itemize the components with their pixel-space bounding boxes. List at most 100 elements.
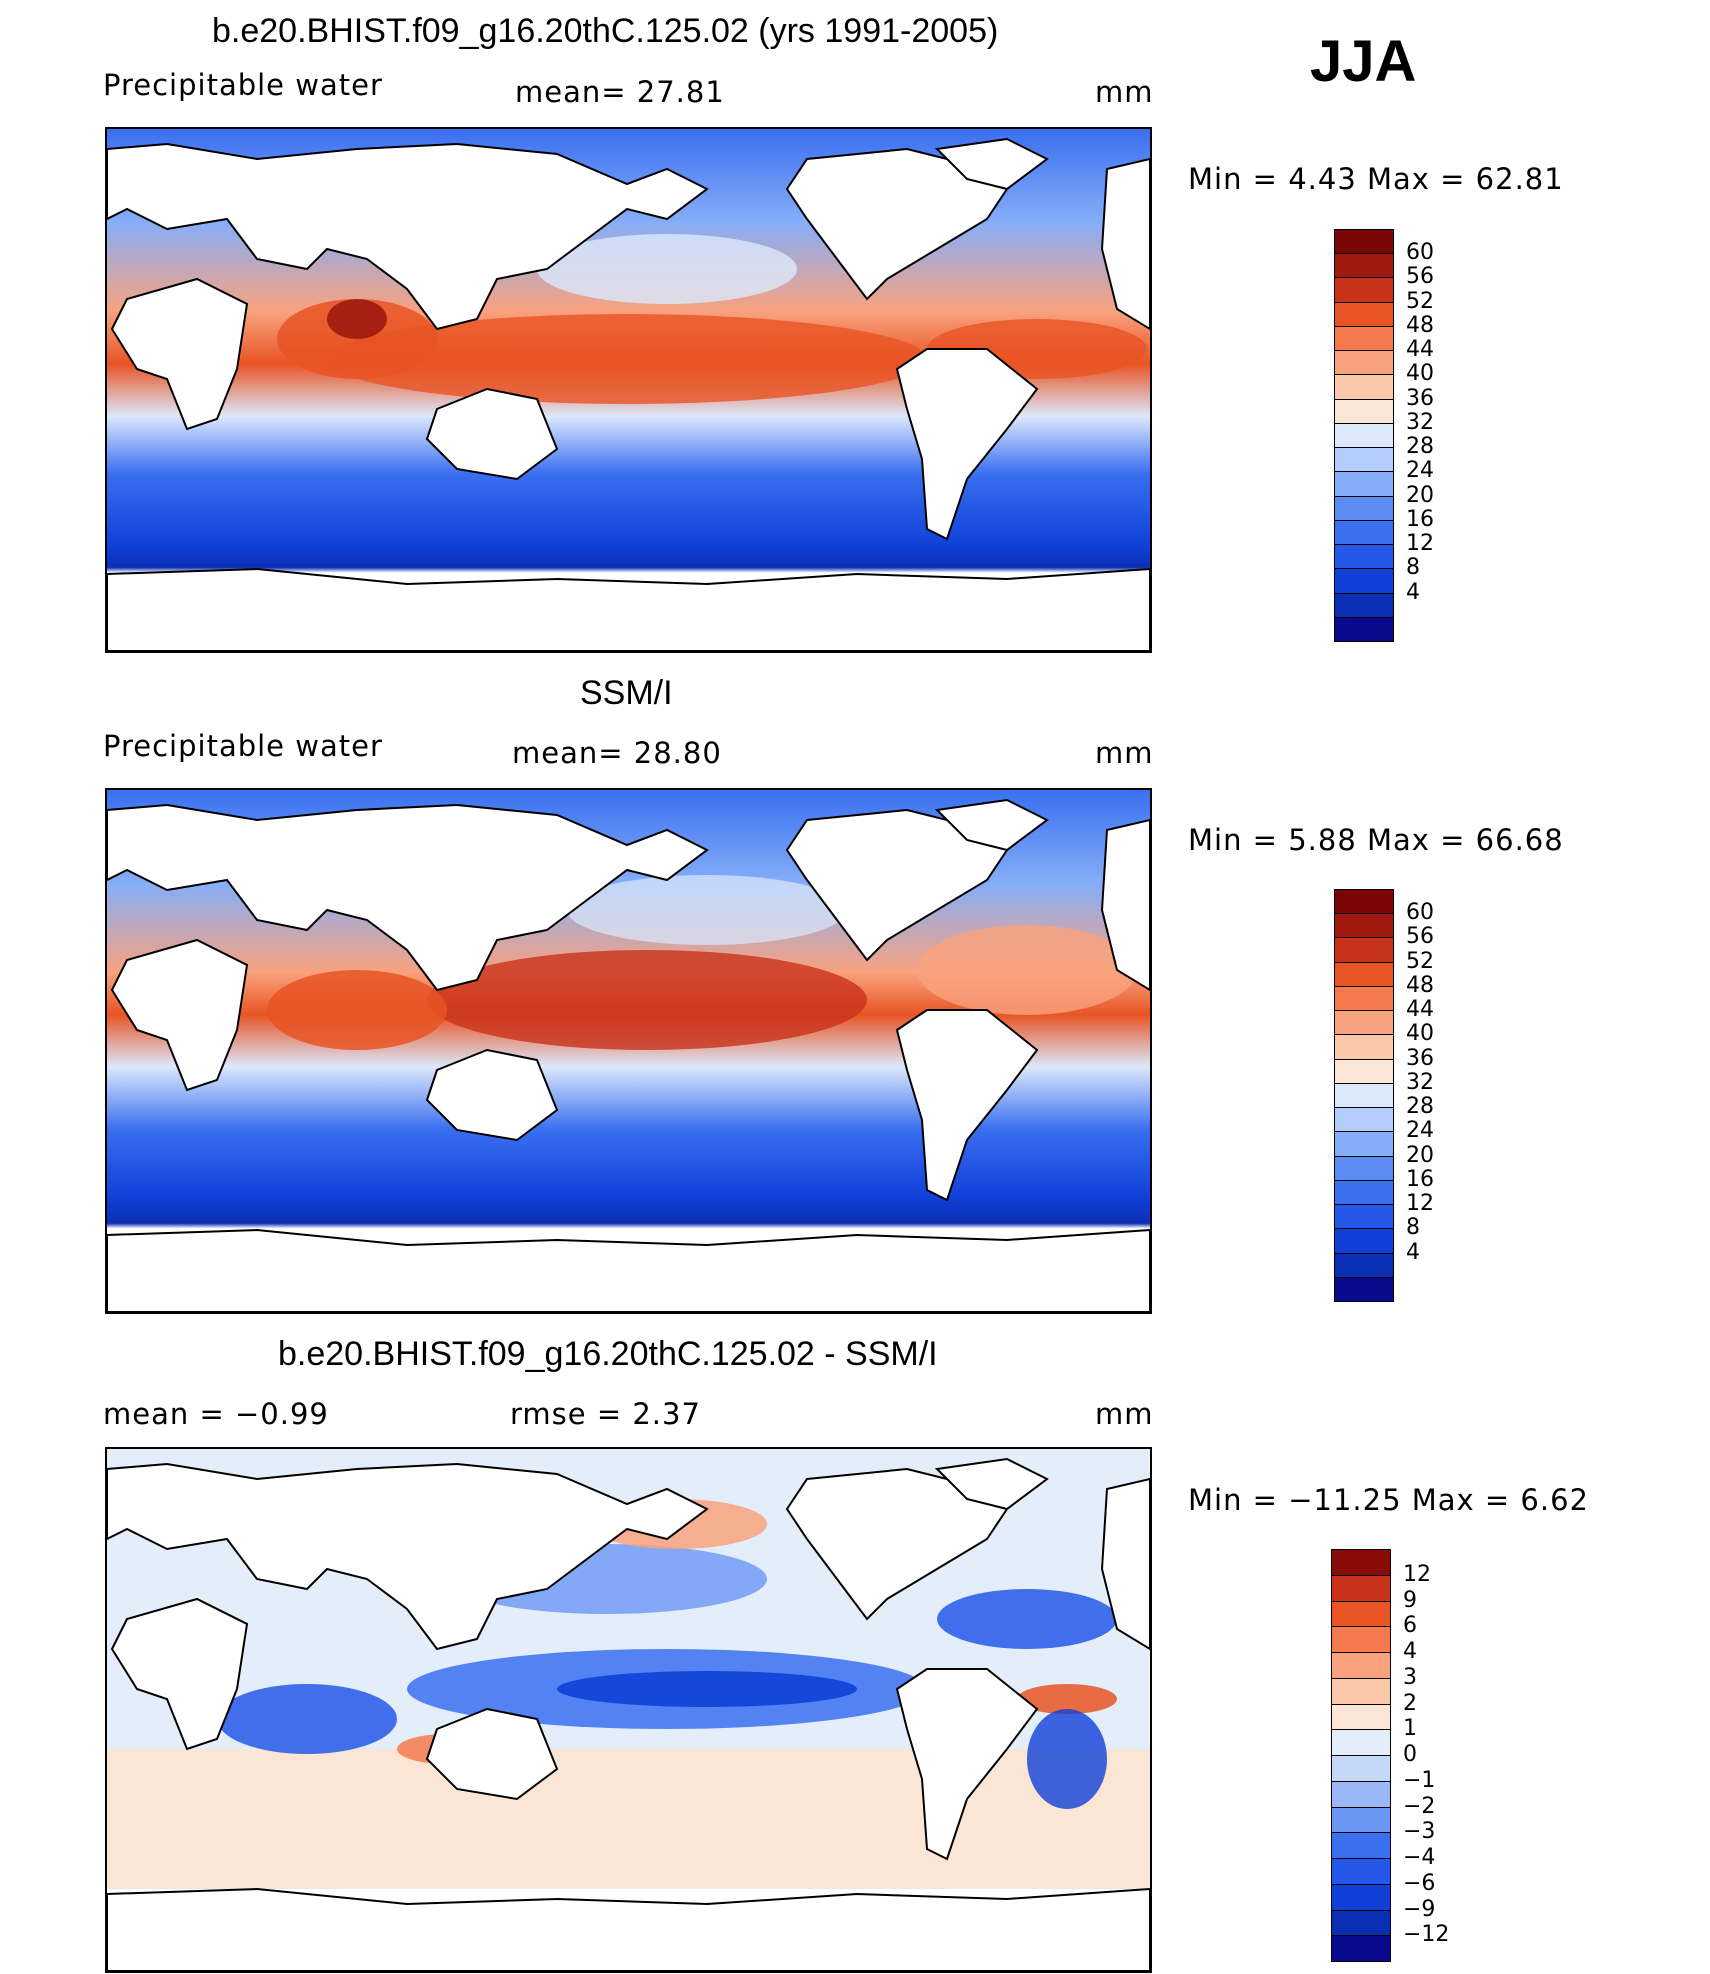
colorbar-tick-label: 32 xyxy=(1406,409,1434,435)
colorbar-swatch xyxy=(1334,1082,1394,1109)
colorbar-tick-label: 28 xyxy=(1406,434,1434,460)
colorbar-tick-label: 4 xyxy=(1403,1639,1417,1664)
colorbar-swatch xyxy=(1334,1179,1394,1206)
colorbar-swatch xyxy=(1334,301,1394,327)
colorbar-tick-label: 36 xyxy=(1406,1045,1434,1071)
colorbar-tick-label: 32 xyxy=(1406,1069,1434,1095)
colorbar-tick-label: 48 xyxy=(1406,972,1434,998)
colorbar-swatch xyxy=(1334,544,1394,570)
colorbar-tick-label: 56 xyxy=(1406,924,1434,950)
colorbar-swatch xyxy=(1334,350,1394,376)
colorbar-swatch xyxy=(1334,325,1394,352)
colorbar-tick-label: 4 xyxy=(1406,579,1420,605)
panel-2-units: mm xyxy=(1095,736,1154,770)
colorbar-tick-label: 36 xyxy=(1406,385,1434,411)
colorbar-swatch xyxy=(1334,229,1394,255)
colorbar-swatch xyxy=(1334,1252,1394,1278)
colorbar-swatch xyxy=(1331,1677,1391,1705)
colorbar-swatch xyxy=(1331,1806,1391,1834)
colorbar-swatch xyxy=(1334,1107,1394,1133)
colorbar-swatch xyxy=(1334,398,1394,424)
colorbar-tick-label: 6 xyxy=(1403,1613,1417,1639)
panel-3-map xyxy=(105,1447,1152,1973)
colorbar-swatch xyxy=(1331,1729,1391,1756)
colorbar-swatch xyxy=(1334,889,1394,915)
colorbar-swatch xyxy=(1331,1858,1391,1885)
panel-1-title: b.e20.BHIST.f09_g16.20thC.125.02 (yrs 19… xyxy=(212,12,999,50)
colorbar-tick-label: 9 xyxy=(1403,1587,1417,1613)
colorbar-tick-label: 2 xyxy=(1403,1690,1417,1716)
colorbar-swatch xyxy=(1334,374,1394,400)
colorbar-swatch xyxy=(1331,1626,1391,1653)
colorbar-tick-label: 28 xyxy=(1406,1094,1434,1120)
colorbar-tick-label: 44 xyxy=(1406,337,1434,363)
colorbar-tick-label: 12 xyxy=(1403,1561,1431,1587)
colorbar-tick-label: 20 xyxy=(1406,482,1434,508)
panel-3-units: mm xyxy=(1095,1397,1154,1431)
panel-2-minmax: Min = 5.88 Max = 66.68 xyxy=(1188,823,1564,857)
colorbar-tick-label: 60 xyxy=(1406,900,1434,926)
panel-2-mean-label: mean= 28.80 xyxy=(512,736,722,770)
colorbar-tick-label: 4 xyxy=(1406,1239,1420,1265)
colorbar-tick-label: 1 xyxy=(1403,1716,1417,1742)
panel-3-mean-label: mean = −0.99 xyxy=(103,1397,329,1431)
colorbar-tick-label: 48 xyxy=(1406,312,1434,338)
colorbar-tick-label: 52 xyxy=(1406,948,1434,974)
colorbar-swatch xyxy=(1331,1549,1391,1576)
colorbar-tick-label: 40 xyxy=(1406,1021,1434,1047)
colorbar-tick-label: 40 xyxy=(1406,361,1434,387)
colorbar-swatch xyxy=(1331,1652,1391,1679)
panel-1-minmax: Min = 4.43 Max = 62.81 xyxy=(1188,162,1564,196)
colorbar-tick-label: 52 xyxy=(1406,288,1434,314)
colorbar-tick-label: 56 xyxy=(1406,264,1434,290)
panel-1-colorbar: 60 56 52 48 44 40 36 32 28 24 20 16 12 8 4 xyxy=(1334,229,1474,642)
colorbar-tick-label: 12 xyxy=(1406,1191,1434,1217)
colorbar-swatch xyxy=(1334,616,1394,642)
colorbar-swatch xyxy=(1331,1574,1391,1602)
colorbar-swatch xyxy=(1334,1058,1394,1084)
colorbar-swatch xyxy=(1334,985,1394,1012)
colorbar-swatch xyxy=(1331,1755,1391,1782)
colorbar-swatch xyxy=(1334,961,1394,987)
colorbar-tick-label: 0 xyxy=(1403,1742,1417,1767)
colorbar-tick-label: 16 xyxy=(1406,506,1434,532)
colorbar-swatch xyxy=(1334,1034,1394,1060)
colorbar-tick-label: −1 xyxy=(1403,1767,1436,1793)
colorbar-swatch xyxy=(1334,1155,1394,1181)
colorbar-swatch xyxy=(1334,495,1394,521)
colorbar-tick-label: 44 xyxy=(1406,997,1434,1023)
panel-2-title: SSM/I xyxy=(580,674,673,712)
colorbar-tick-label: 12 xyxy=(1406,531,1434,557)
colorbar-tick-label: −4 xyxy=(1403,1845,1436,1870)
colorbar-tick-label: 16 xyxy=(1406,1166,1434,1192)
colorbar-tick-label: −12 xyxy=(1403,1922,1450,1948)
colorbar-swatch xyxy=(1331,1832,1391,1859)
colorbar-swatch xyxy=(1331,1909,1391,1937)
colorbar-tick-label: 3 xyxy=(1403,1664,1417,1690)
colorbar-swatch xyxy=(1334,471,1394,497)
panel-3-colorbar: 12 9 6 4 3 2 1 0 −1 −2 −3 −4 −6 −9 −12 xyxy=(1331,1549,1471,1962)
colorbar-swatch xyxy=(1334,1276,1394,1302)
colorbar-tick-label: 8 xyxy=(1406,1215,1420,1241)
colorbar-swatch xyxy=(1331,1883,1391,1911)
panel-1-map xyxy=(105,127,1152,653)
colorbar-swatch xyxy=(1334,937,1394,963)
colorbar-swatch xyxy=(1334,592,1394,618)
colorbar-tick-label: 24 xyxy=(1406,458,1434,484)
colorbar-swatch xyxy=(1331,1780,1391,1808)
colorbar-tick-label: 24 xyxy=(1406,1118,1434,1144)
colorbar-swatch xyxy=(1334,277,1394,303)
panel-1-mean-label: mean= 27.81 xyxy=(515,75,725,109)
colorbar-swatch xyxy=(1334,422,1394,449)
colorbar-tick-label: 8 xyxy=(1406,555,1420,581)
colorbar-swatch xyxy=(1331,1600,1391,1628)
panel-2-map xyxy=(105,788,1152,1314)
colorbar-swatch xyxy=(1334,447,1394,473)
colorbar-swatch xyxy=(1334,568,1394,594)
colorbar-tick-label: −3 xyxy=(1403,1819,1436,1845)
panel-3-title: b.e20.BHIST.f09_g16.20thC.125.02 - SSM/I xyxy=(278,1335,938,1373)
season-label: JJA xyxy=(1310,29,1417,94)
colorbar-swatch xyxy=(1334,1228,1394,1254)
colorbar-tick-label: −2 xyxy=(1403,1793,1436,1819)
colorbar-swatch xyxy=(1334,519,1394,546)
